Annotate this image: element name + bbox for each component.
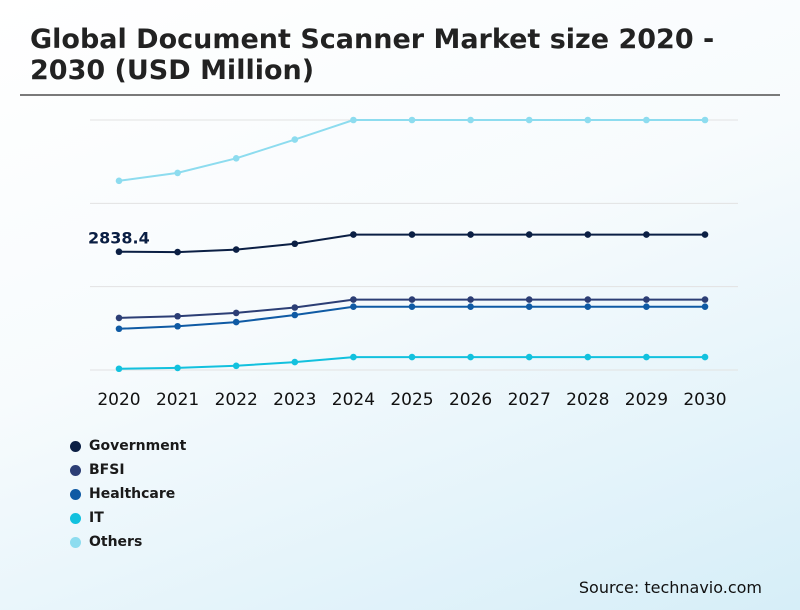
data-point-healthcare [232, 318, 240, 326]
data-point-others [467, 116, 474, 124]
x-tick-label: 2021 [156, 390, 199, 410]
data-point-healthcare [174, 322, 181, 330]
x-tick-label: 2025 [390, 390, 433, 410]
data-point-healthcare [291, 311, 299, 319]
x-tick-label: 2022 [215, 390, 258, 410]
data-point-it [232, 362, 240, 370]
title-divider [20, 94, 780, 96]
data-point-healthcare [115, 325, 123, 333]
legend-item: BFSI [70, 458, 186, 482]
legend-swatch [70, 464, 81, 476]
data-point-it [467, 353, 474, 361]
series-line-others [118, 119, 705, 182]
data-point-others [291, 136, 299, 143]
data-point-bfsi [350, 296, 357, 303]
data-point-bfsi [408, 296, 416, 303]
data-point-healthcare [525, 303, 533, 310]
series-lines [118, 119, 705, 370]
legend-label: Government [89, 438, 187, 454]
data-point-others [350, 116, 357, 124]
data-point-bfsi [232, 309, 240, 317]
data-point-government [115, 248, 123, 256]
x-tick-label: 2026 [449, 390, 492, 410]
legend-label: Others [89, 534, 143, 550]
legend-item: IT [70, 506, 186, 530]
data-point-others [584, 116, 592, 124]
x-tick-label: 2020 [97, 390, 140, 410]
data-point-government [701, 231, 709, 238]
x-tick-label: 2030 [683, 390, 726, 410]
legend-label: IT [89, 510, 104, 526]
data-point-healthcare [701, 303, 709, 310]
gridlines [90, 119, 738, 371]
data-point-bfsi [174, 312, 181, 320]
data-point-bfsi [115, 314, 123, 322]
legend-swatch [70, 488, 81, 500]
legend-swatch [70, 512, 81, 524]
x-tick-label: 2028 [566, 390, 609, 410]
data-point-bfsi [643, 296, 650, 303]
data-point-others [115, 177, 123, 185]
data-point-government [350, 231, 357, 238]
data-point-bfsi [525, 296, 533, 303]
series-points [115, 116, 709, 373]
chart-title: Global Document Scanner Market size 2020… [30, 24, 715, 86]
data-point-others [643, 116, 650, 124]
data-point-others [408, 116, 416, 124]
data-point-it [584, 353, 592, 361]
annotations: 2838.4 [87, 227, 152, 249]
legend-item: Others [70, 530, 186, 554]
data-point-government [291, 240, 299, 248]
data-point-others [232, 155, 240, 162]
x-tick-label: 2029 [625, 390, 668, 410]
data-point-government [232, 246, 240, 253]
legend-item: Healthcare [70, 482, 186, 506]
data-point-healthcare [408, 303, 416, 310]
data-point-government [408, 231, 416, 238]
data-point-government [525, 231, 533, 238]
data-point-it [643, 353, 650, 361]
data-point-it [701, 353, 709, 361]
x-tick-label: 2024 [332, 390, 375, 410]
data-point-government [643, 231, 650, 238]
legend: Government BFSI Healthcare IT Others [70, 434, 186, 554]
data-point-government [584, 231, 592, 238]
data-point-it [525, 353, 533, 361]
legend-swatch [70, 440, 81, 452]
data-point-healthcare [350, 303, 357, 310]
data-point-bfsi [701, 296, 709, 303]
data-point-bfsi [291, 304, 299, 311]
data-point-it [174, 364, 181, 372]
data-point-others [174, 169, 181, 177]
data-point-others [701, 116, 709, 124]
data-point-bfsi [584, 296, 592, 303]
data-point-bfsi [467, 296, 474, 303]
legend-label: BFSI [89, 462, 125, 478]
data-point-government [174, 248, 181, 256]
series-line-healthcare [118, 305, 705, 330]
data-point-government [467, 231, 474, 238]
data-point-others [525, 116, 533, 124]
data-point-it [115, 365, 123, 373]
data-point-it [350, 353, 357, 361]
legend-item: Government [70, 434, 186, 458]
legend-swatch [70, 536, 81, 548]
data-point-it [291, 358, 299, 366]
x-tick-label: 2023 [273, 390, 316, 410]
data-point-healthcare [643, 303, 650, 310]
legend-label: Healthcare [89, 486, 176, 502]
source-credit: Source: technavio.com [578, 578, 762, 597]
x-axis-ticks: 2020 2021 2022 2023 2024 2025 2026 2027 2028 2029… [97, 390, 726, 410]
x-tick-label: 2027 [508, 390, 551, 410]
data-point-healthcare [584, 303, 592, 310]
data-label: 2838.4 [88, 229, 150, 248]
data-point-it [408, 353, 416, 361]
data-point-healthcare [467, 303, 474, 310]
